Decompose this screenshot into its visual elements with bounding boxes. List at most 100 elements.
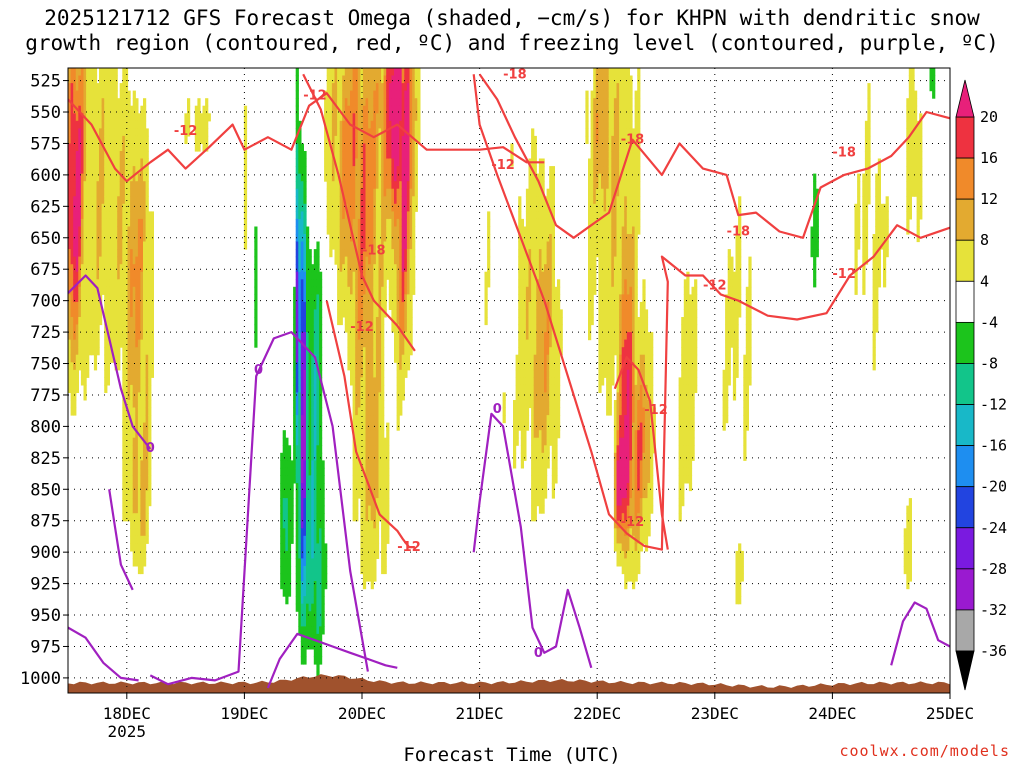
omega-cell (117, 135, 121, 144)
omega-cell (68, 166, 72, 175)
omega-cell (544, 279, 548, 288)
omega-cell (595, 143, 599, 152)
omega-cell (73, 392, 77, 401)
omega-cell (308, 626, 312, 635)
omega-cell (352, 68, 356, 77)
omega-cell (86, 196, 90, 205)
omega-cell (313, 475, 317, 484)
omega-cell (106, 68, 110, 77)
omega-cell (101, 279, 105, 288)
omega-cell (135, 241, 139, 250)
omega-cell (324, 135, 328, 144)
omega-cell (412, 90, 416, 99)
omega-cell (375, 203, 380, 212)
omega-cell (114, 218, 118, 227)
omega-cell (83, 347, 87, 356)
omega-cell (93, 332, 98, 341)
omega-cell (375, 173, 380, 182)
omega-cell (148, 324, 152, 333)
omega-cell (308, 301, 312, 310)
omega-cell (88, 181, 92, 190)
omega-cell (381, 550, 385, 559)
omega-cell (391, 226, 395, 235)
omega-cell (339, 196, 343, 205)
omega-cell (300, 301, 304, 310)
omega-cell (378, 475, 382, 484)
omega-cell (595, 249, 599, 258)
omega-cell (316, 649, 320, 658)
omega-cell (316, 475, 320, 484)
omega-cell (88, 309, 92, 318)
omega-cell (588, 196, 592, 205)
omega-cell (295, 581, 299, 590)
omega-cell (80, 271, 85, 280)
omega-cell (368, 279, 372, 288)
omega-cell (381, 249, 385, 258)
omega-cell (386, 445, 390, 454)
omega-cell (362, 581, 367, 590)
omega-cell (313, 400, 317, 409)
omega-cell (130, 528, 134, 537)
omega-cell (114, 324, 118, 333)
omega-cell (531, 377, 535, 386)
omega-cell (303, 377, 307, 386)
omega-cell (295, 369, 299, 378)
omega-cell (531, 467, 535, 476)
omega-cell (412, 83, 416, 92)
omega-cell (523, 339, 527, 348)
omega-cell (78, 128, 82, 137)
omega-cell (551, 437, 555, 446)
omega-cell (378, 445, 382, 454)
omega-cell (396, 415, 400, 424)
omega-cell (365, 68, 369, 77)
omega-cell (143, 143, 147, 152)
omega-cell (538, 437, 543, 446)
omega-cell (326, 196, 330, 205)
omega-cell (606, 234, 610, 243)
omega-cell (531, 294, 535, 303)
omega-cell (70, 309, 74, 318)
omega-cell (559, 332, 563, 341)
omega-cell (80, 377, 85, 386)
omega-cell (593, 151, 597, 160)
omega-cell (611, 332, 615, 341)
omega-cell (290, 460, 294, 469)
omega-cell (132, 249, 136, 258)
omega-cell (608, 256, 612, 265)
omega-cell (282, 543, 286, 552)
omega-cell (378, 90, 382, 99)
omega-cell (523, 324, 527, 333)
omega-cell (331, 218, 336, 227)
omega-cell (554, 301, 558, 310)
omega-cell (311, 618, 315, 627)
omega-cell (130, 188, 134, 197)
omega-cell (99, 68, 103, 77)
omega-cell (383, 558, 387, 567)
omega-cell (611, 143, 615, 152)
omega-cell (375, 158, 380, 167)
omega-cell (101, 90, 105, 99)
omega-cell (533, 505, 537, 514)
omega-cell (399, 369, 403, 378)
omega-cell (360, 203, 364, 212)
omega-cell (355, 332, 359, 341)
omega-cell (243, 120, 248, 129)
omega-cell (357, 120, 361, 129)
omega-cell (93, 143, 98, 152)
omega-cell (549, 279, 553, 288)
omega-cell (538, 332, 543, 341)
omega-cell (319, 618, 323, 627)
omega-cell (329, 249, 333, 258)
omega-cell (606, 120, 610, 129)
omega-cell (404, 256, 408, 265)
omega-cell (143, 151, 147, 160)
omega-cell (117, 294, 121, 303)
omega-cell (68, 332, 72, 341)
omega-cell (551, 249, 555, 258)
omega-cell (143, 256, 147, 265)
omega-cell (357, 181, 361, 190)
omega-cell (70, 332, 74, 341)
omega-cell (368, 68, 372, 77)
omega-cell (546, 362, 550, 371)
omega-cell (352, 392, 356, 401)
